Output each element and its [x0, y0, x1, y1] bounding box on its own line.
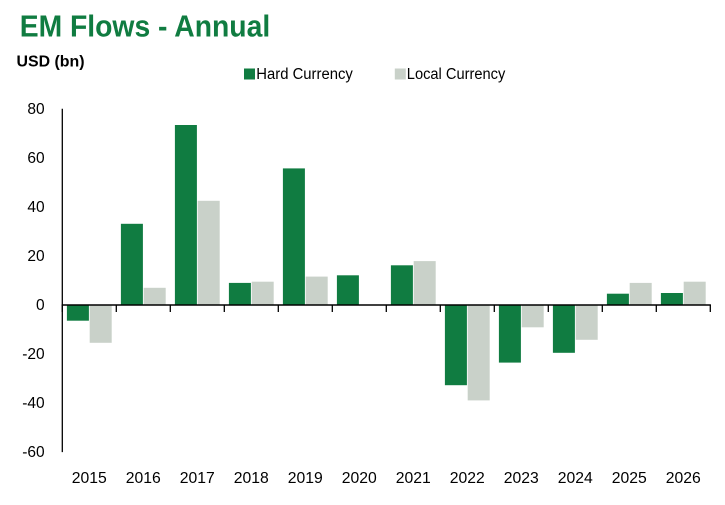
svg-text:2015: 2015	[72, 470, 107, 487]
svg-text:80: 80	[27, 101, 45, 118]
svg-text:2022: 2022	[450, 470, 485, 487]
svg-text:2020: 2020	[342, 470, 377, 487]
svg-text:0: 0	[36, 297, 45, 314]
svg-text:Hard Currency: Hard Currency	[256, 66, 353, 83]
svg-text:2023: 2023	[504, 470, 539, 487]
svg-text:60: 60	[27, 150, 45, 167]
svg-text:20: 20	[27, 248, 45, 265]
svg-text:-60: -60	[22, 444, 45, 461]
svg-text:EM Flows - Annual: EM Flows - Annual	[20, 8, 271, 43]
svg-text:USD (bn): USD (bn)	[17, 53, 85, 70]
svg-text:-40: -40	[22, 395, 45, 412]
svg-text:40: 40	[27, 199, 45, 216]
svg-text:Local Currency: Local Currency	[407, 66, 506, 83]
svg-text:2024: 2024	[558, 470, 593, 487]
svg-text:2026: 2026	[666, 470, 701, 487]
svg-text:2021: 2021	[396, 470, 431, 487]
svg-text:2017: 2017	[180, 470, 215, 487]
svg-text:2018: 2018	[234, 470, 269, 487]
svg-text:2016: 2016	[126, 470, 161, 487]
svg-text:2025: 2025	[612, 470, 647, 487]
svg-text:2019: 2019	[288, 470, 323, 487]
svg-text:-20: -20	[22, 346, 45, 363]
